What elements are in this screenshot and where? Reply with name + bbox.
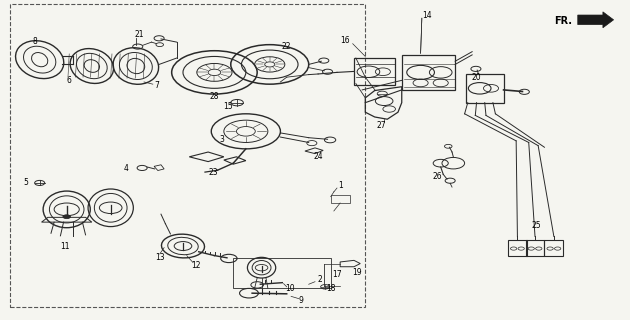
Text: 17: 17	[332, 270, 342, 279]
Text: 7: 7	[154, 81, 159, 90]
Text: 22: 22	[282, 42, 292, 52]
Bar	[10, 4, 365, 307]
Bar	[525, 240, 544, 256]
Text: 8: 8	[33, 37, 38, 46]
Text: 12: 12	[191, 261, 200, 270]
Circle shape	[63, 215, 71, 219]
Text: 16: 16	[340, 36, 350, 45]
Text: 9: 9	[299, 296, 304, 305]
Polygon shape	[578, 12, 614, 28]
Text: 10: 10	[285, 284, 295, 292]
Text: 5: 5	[23, 179, 28, 188]
Text: 1: 1	[338, 181, 343, 190]
Text: 23: 23	[209, 168, 218, 177]
Text: FR.: FR.	[554, 16, 572, 27]
Bar	[233, 258, 331, 288]
Text: 3: 3	[219, 135, 224, 144]
Text: 14: 14	[422, 11, 432, 20]
Text: 13: 13	[155, 253, 164, 262]
Bar	[544, 240, 563, 256]
Text: 11: 11	[60, 242, 69, 251]
Text: 24: 24	[313, 152, 323, 161]
Text: 21: 21	[134, 30, 144, 39]
Text: 26: 26	[433, 172, 442, 181]
Text: 6: 6	[66, 76, 71, 85]
Text: 20: 20	[472, 73, 481, 82]
Text: 4: 4	[124, 164, 129, 173]
Bar	[466, 74, 503, 103]
Text: 27: 27	[377, 121, 386, 130]
Text: 25: 25	[532, 221, 541, 230]
Text: 18: 18	[326, 284, 335, 292]
Bar	[331, 195, 350, 203]
Text: 15: 15	[224, 102, 233, 111]
Text: 19: 19	[352, 268, 362, 277]
Bar	[402, 55, 455, 90]
Text: 2: 2	[318, 275, 323, 284]
Bar	[354, 58, 395, 85]
Bar	[508, 240, 527, 256]
Text: 28: 28	[210, 92, 219, 101]
